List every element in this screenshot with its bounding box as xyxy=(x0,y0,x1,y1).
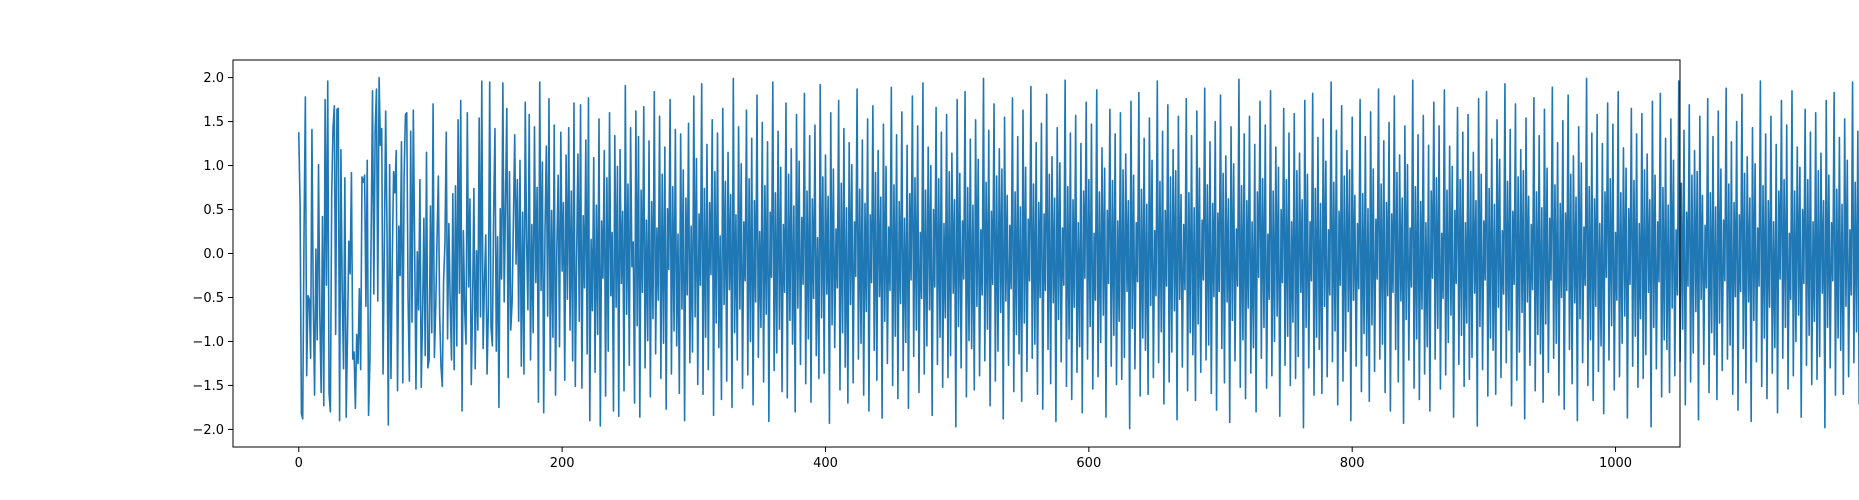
x-tick-label: 600 xyxy=(1076,456,1101,471)
y-tick-label: −2.0 xyxy=(192,423,224,438)
y-tick-label: 0.5 xyxy=(203,203,224,218)
y-tick-label: 1.0 xyxy=(203,159,224,174)
x-tick-label: 200 xyxy=(550,456,575,471)
plot-area xyxy=(297,76,1859,430)
y-tick-label: −1.5 xyxy=(192,379,224,394)
y-tick-label: 2.0 xyxy=(203,71,224,86)
y-tick-label: 0.0 xyxy=(203,247,224,262)
y-axis: −2.0 −1.5 −1.0 −0.5 0.0 0.5 1.0 1.5 2.0 xyxy=(192,71,233,438)
y-tick-label: 1.5 xyxy=(203,115,224,130)
y-tick-label: −0.5 xyxy=(192,291,224,306)
axes-frame xyxy=(232,59,1681,448)
x-tick-label: 800 xyxy=(1340,456,1365,471)
series-line xyxy=(297,76,1859,430)
x-tick-label: 400 xyxy=(813,456,838,471)
x-axis: 0 200 400 600 800 1000 xyxy=(295,447,1632,471)
x-tick-label: 1000 xyxy=(1599,456,1632,471)
y-tick-label: −1.0 xyxy=(192,335,224,350)
x-tick-label: 0 xyxy=(295,456,303,471)
